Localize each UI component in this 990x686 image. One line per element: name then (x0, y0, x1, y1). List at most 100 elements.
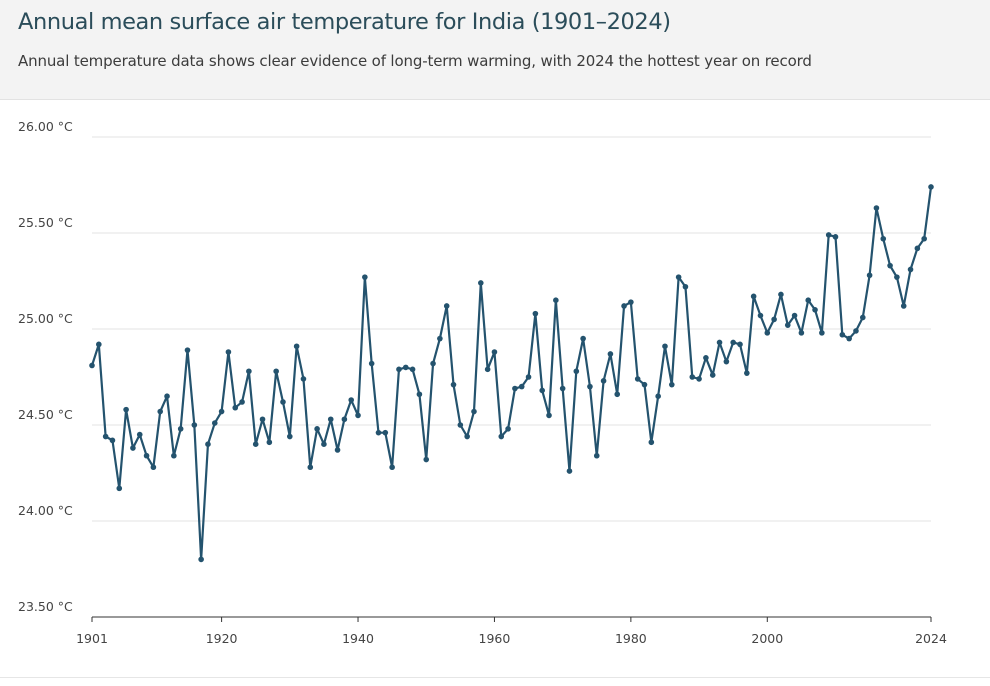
data-point-1937[interactable] (334, 447, 341, 453)
data-point-1969[interactable] (553, 297, 559, 303)
data-point-1944[interactable] (382, 429, 389, 436)
data-point-1972[interactable] (573, 368, 580, 375)
data-point-1991[interactable] (703, 355, 709, 361)
data-point-1965[interactable] (525, 374, 532, 380)
data-point-2001[interactable] (771, 316, 777, 323)
data-point-2015[interactable] (866, 272, 873, 279)
data-point-1957[interactable] (471, 408, 477, 415)
data-point-1968[interactable] (546, 412, 552, 419)
data-point-1993[interactable] (716, 339, 723, 346)
data-point-1920[interactable] (218, 408, 225, 415)
data-point-1918[interactable] (205, 441, 211, 448)
data-point-1958[interactable] (478, 280, 484, 286)
data-point-1948[interactable] (409, 366, 416, 373)
data-point-1967[interactable] (539, 387, 545, 394)
data-point-1914[interactable] (177, 426, 184, 432)
data-point-1994[interactable] (723, 358, 730, 365)
data-point-1954[interactable] (450, 381, 457, 388)
data-point-1941[interactable] (362, 274, 368, 280)
data-point-1983[interactable] (648, 439, 655, 446)
data-point-1996[interactable] (737, 341, 743, 348)
data-point-1903[interactable] (102, 433, 109, 440)
data-point-1928[interactable] (273, 368, 279, 375)
data-point-2016[interactable] (873, 205, 880, 211)
data-point-1970[interactable] (559, 385, 566, 392)
data-point-1912[interactable] (164, 393, 170, 400)
data-point-1925[interactable] (252, 441, 259, 448)
data-point-1962[interactable] (505, 426, 511, 432)
data-point-2009[interactable] (825, 232, 832, 238)
data-point-1977[interactable] (607, 351, 614, 357)
data-point-1956[interactable] (464, 433, 470, 440)
data-point-1946[interactable] (396, 366, 402, 373)
data-point-1927[interactable] (266, 439, 273, 446)
data-point-1907[interactable] (130, 445, 136, 451)
data-point-1911[interactable] (157, 408, 164, 415)
data-point-1943[interactable] (375, 429, 382, 436)
data-point-1984[interactable] (655, 393, 661, 400)
data-point-1981[interactable] (634, 376, 641, 382)
data-point-1942[interactable] (368, 360, 375, 367)
data-point-1952[interactable] (437, 335, 443, 342)
data-point-2008[interactable] (819, 330, 825, 336)
data-point-1999[interactable] (757, 312, 764, 319)
data-point-1998[interactable] (750, 293, 757, 300)
data-point-1901[interactable] (89, 362, 95, 369)
data-point-1913[interactable] (171, 452, 177, 459)
data-point-1921[interactable] (225, 349, 232, 355)
data-point-1938[interactable] (341, 416, 348, 423)
data-point-1924[interactable] (246, 368, 252, 375)
data-point-2002[interactable] (778, 291, 784, 298)
data-point-2019[interactable] (894, 274, 900, 280)
data-point-2004[interactable] (791, 312, 798, 319)
data-point-1963[interactable] (512, 385, 518, 392)
data-point-2017[interactable] (880, 235, 887, 242)
data-point-1922[interactable] (232, 404, 239, 411)
data-point-1917[interactable] (198, 556, 204, 563)
data-point-1936[interactable] (327, 416, 334, 423)
data-point-2010[interactable] (832, 234, 839, 240)
data-point-1971[interactable] (566, 468, 573, 474)
data-point-1961[interactable] (498, 433, 505, 440)
data-point-1975[interactable] (593, 452, 600, 459)
data-point-1939[interactable] (348, 397, 355, 403)
data-point-1985[interactable] (662, 343, 668, 350)
data-point-1978[interactable] (614, 391, 621, 398)
data-point-2013[interactable] (853, 328, 859, 334)
data-point-1980[interactable] (628, 299, 634, 305)
data-point-2020[interactable] (900, 303, 907, 309)
data-point-1902[interactable] (96, 341, 102, 348)
data-point-1964[interactable] (518, 383, 525, 390)
data-point-1910[interactable] (150, 464, 157, 471)
data-point-1930[interactable] (287, 433, 293, 440)
data-point-1951[interactable] (430, 360, 436, 367)
data-point-1979[interactable] (621, 303, 627, 309)
data-point-1934[interactable] (314, 426, 320, 432)
data-point-1959[interactable] (484, 366, 491, 373)
data-point-1947[interactable] (402, 364, 409, 371)
data-point-1916[interactable] (191, 422, 198, 428)
data-point-1982[interactable] (641, 381, 648, 388)
data-point-1974[interactable] (587, 383, 593, 390)
data-point-2021[interactable] (907, 266, 914, 273)
data-point-1953[interactable] (443, 303, 450, 309)
data-point-2000[interactable] (764, 330, 771, 336)
data-point-1908[interactable] (136, 431, 143, 438)
data-point-1990[interactable] (696, 376, 702, 382)
data-point-2014[interactable] (859, 314, 866, 321)
data-point-2007[interactable] (812, 307, 818, 313)
data-point-1940[interactable] (355, 412, 361, 419)
data-point-2024[interactable] (928, 184, 934, 190)
data-point-1997[interactable] (744, 370, 750, 376)
data-point-1995[interactable] (730, 339, 736, 346)
data-point-1950[interactable] (423, 456, 430, 463)
data-point-1976[interactable] (600, 378, 607, 384)
data-point-1904[interactable] (109, 437, 116, 444)
data-point-2006[interactable] (805, 297, 812, 303)
data-point-1906[interactable] (123, 406, 129, 413)
data-point-1945[interactable] (389, 464, 395, 471)
data-point-1933[interactable] (307, 464, 314, 471)
data-point-1949[interactable] (416, 391, 423, 398)
data-point-2022[interactable] (914, 245, 921, 252)
data-point-2011[interactable] (839, 331, 846, 338)
